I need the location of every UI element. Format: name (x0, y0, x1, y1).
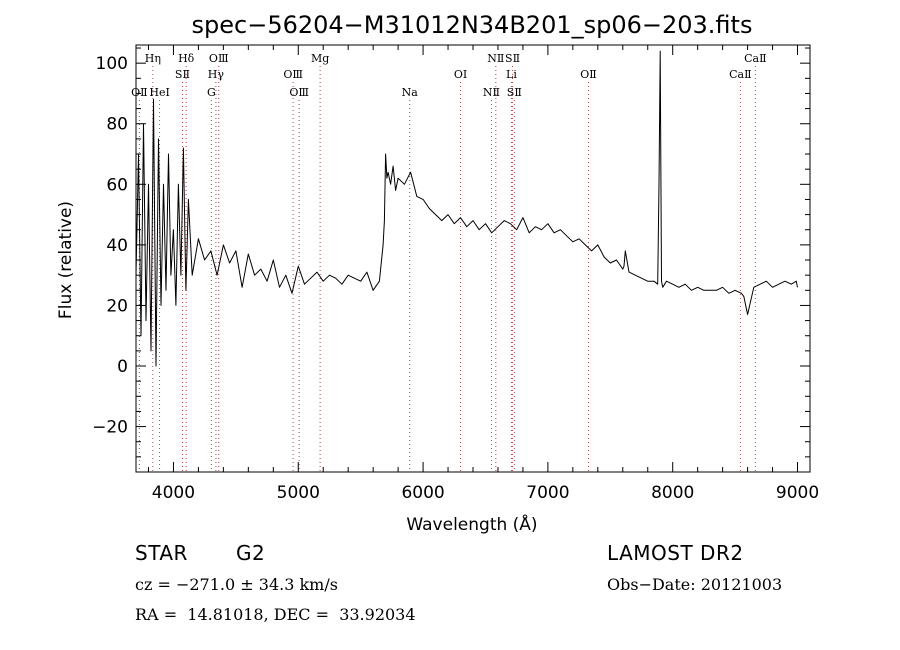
spectral-line-label: OⅢ (209, 52, 229, 65)
spectral-line-label: CaⅡ (729, 68, 751, 81)
y-tick-label: 80 (106, 115, 128, 135)
spectrum-series (135, 50, 798, 367)
y-tick-label: 0 (117, 357, 128, 377)
spectral-line-label: SⅡ (507, 86, 522, 99)
spectral-line-label: HeI (149, 86, 169, 99)
survey-name: LAMOST DR2 (607, 541, 744, 565)
x-tick-label: 9000 (776, 483, 819, 503)
spectrum-layer (135, 50, 798, 367)
spectral-line-label: OⅢ (283, 68, 303, 81)
spectral-line-label: NⅡ (487, 52, 504, 65)
x-tick-label: 7000 (526, 483, 569, 503)
x-tick-label: 5000 (277, 483, 320, 503)
spectral-line-label: OⅢ (289, 86, 309, 99)
spectral-line-label: Hη (145, 52, 161, 65)
spectral-line-label: G (207, 86, 216, 99)
y-tick-label: 60 (106, 175, 128, 195)
spectral-line-label: CaⅡ (744, 52, 766, 65)
axes-layer: 4000 5000 6000 7000 8000 9000 −20 0 20 40 60 80 100 (92, 45, 819, 503)
y-tick-label: 100 (96, 54, 128, 74)
spectral-line-label: SⅡ (175, 68, 190, 81)
velocity-text: cz = −271.0 ± 34.3 km/s (135, 575, 338, 594)
coordinates-text: RA = 14.81018, DEC = 33.92034 (135, 605, 416, 624)
spectral-line-label: OⅡ (580, 68, 597, 81)
x-tick-label: 8000 (651, 483, 694, 503)
spectral-line-label: Li (506, 68, 517, 81)
y-tick-label: 40 (106, 236, 128, 256)
spectral-line-label: NⅡ (483, 86, 500, 99)
spectral-line-label: Mg (311, 52, 329, 65)
chart-title: spec−56204−M31012N34B201_sp06−203.fits (192, 11, 753, 39)
x-tick-label: 4000 (152, 483, 195, 503)
y-tick-label: 20 (106, 296, 128, 316)
spectral-line-label: Hγ (208, 68, 225, 81)
object-subclass: G2 (236, 541, 266, 565)
spectral-line-label: Hδ (178, 52, 195, 65)
y-tick-label: −20 (92, 418, 128, 438)
x-tick-label: 6000 (401, 483, 444, 503)
spectral-line-label: OⅡ (131, 86, 148, 99)
y-axis-label: Flux (relative) (56, 201, 76, 319)
object-class: STAR (135, 541, 188, 565)
x-axis-label: Wavelength (Å) (406, 513, 537, 535)
observation-date: Obs−Date: 20121003 (607, 575, 783, 594)
spectral-line-label: OI (454, 68, 467, 81)
spectral-line-label: Na (402, 86, 419, 99)
spectral-line-label: SⅡ (505, 52, 520, 65)
